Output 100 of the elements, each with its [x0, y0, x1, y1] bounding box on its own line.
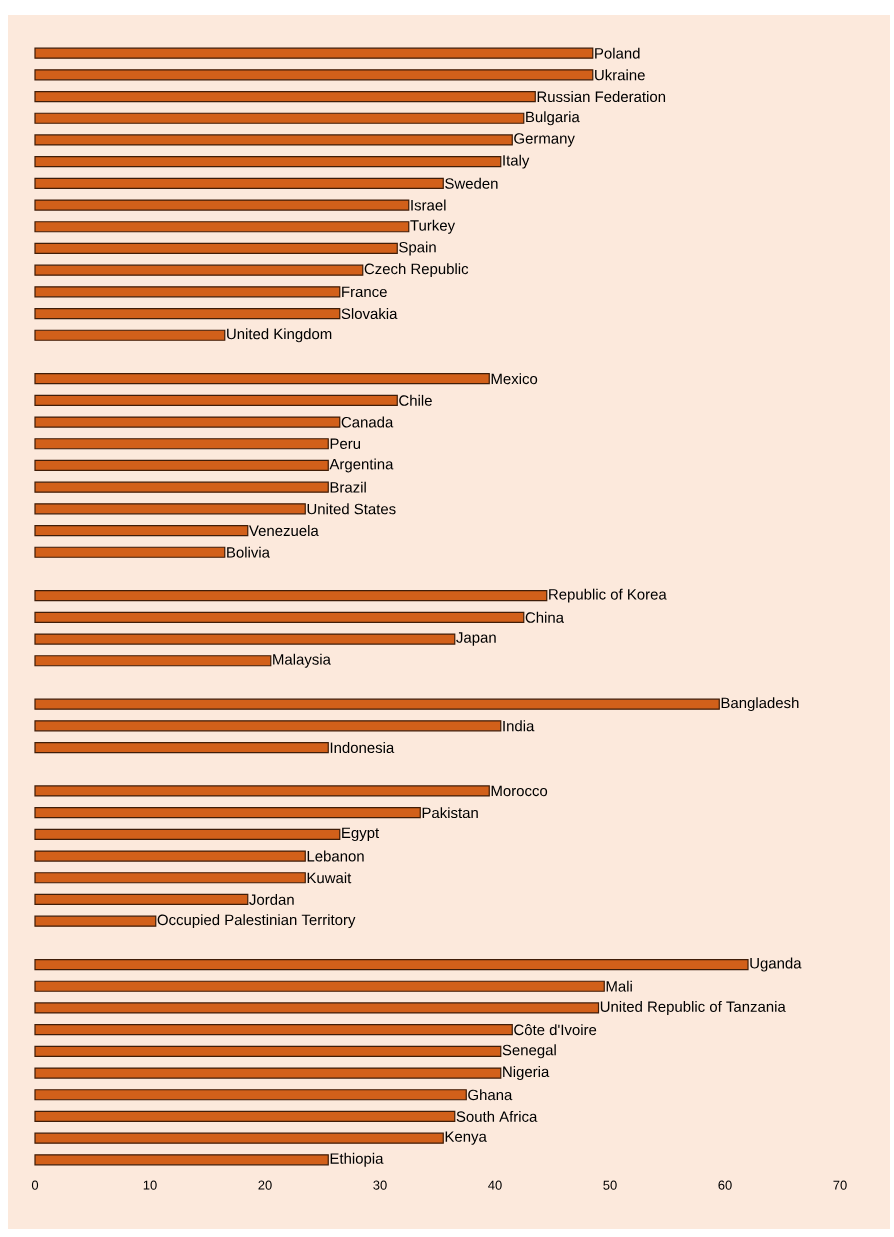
bar [34, 438, 329, 450]
y-tick-label: Brazil [330, 481, 366, 493]
y-tick-label: Japan [456, 632, 496, 646]
y-tick-label: Indonesia [330, 742, 395, 754]
bar [34, 1110, 456, 1123]
bar [34, 112, 525, 124]
bar [34, 741, 329, 754]
bar [34, 633, 456, 645]
bar [34, 47, 594, 59]
y-tick-label: Uganda [750, 957, 802, 972]
bar [34, 958, 749, 971]
y-tick-label: Ghana [468, 1089, 513, 1101]
y-tick-label: Bolivia [227, 546, 270, 558]
y-tick-label: Côte d'Ivoire [514, 1024, 597, 1036]
bar [34, 720, 502, 732]
y-tick-label: Malaysia [273, 653, 331, 668]
bar [34, 416, 341, 428]
bar [34, 1089, 467, 1101]
bar [34, 329, 226, 341]
y-tick-label: Nigeria [503, 1066, 550, 1080]
bar [34, 698, 720, 710]
y-tick-label: Lebanon [307, 850, 364, 862]
bar [34, 177, 444, 189]
bar [34, 90, 536, 103]
y-tick-label: Senegal [502, 1044, 556, 1059]
bar [34, 785, 490, 797]
y-tick-label: Kuwait [307, 872, 352, 884]
bar [34, 459, 329, 472]
y-tick-label: Germany [514, 133, 575, 147]
bar [34, 590, 548, 602]
bar [34, 286, 341, 298]
y-tick-label: Occupied Palestinian Territory [157, 914, 356, 929]
bar [34, 221, 410, 233]
y-tick-label: Bangladesh [721, 697, 799, 712]
y-tick-label: Canada [341, 416, 394, 428]
y-tick-label: Chile [399, 394, 432, 406]
x-tick-label: 70 [833, 1180, 847, 1190]
bar [34, 1067, 502, 1079]
y-tick-label: Mexico [491, 373, 538, 385]
y-tick-label: South Africa [456, 1110, 538, 1122]
bar [34, 156, 502, 168]
y-tick-label: United States [307, 503, 396, 515]
y-tick-label: Spain [399, 241, 436, 256]
x-tick-label: 10 [143, 1180, 157, 1190]
bar [34, 546, 226, 558]
y-tick-label: Peru [330, 438, 361, 449]
bar [34, 134, 513, 146]
y-tick-label: Israel [411, 199, 446, 211]
bar [34, 503, 306, 515]
y-tick-label: Poland [595, 47, 640, 59]
bar [34, 373, 490, 385]
y-tick-label: Republic of Korea [549, 588, 667, 603]
y-tick-label: Pakistan [422, 807, 478, 819]
x-tick-label: 20 [258, 1180, 272, 1190]
y-tick-label: India [503, 720, 535, 732]
bar [34, 850, 306, 862]
x-tick-label: 50 [603, 1180, 617, 1190]
y-tick-label: Venezuela [249, 525, 319, 537]
y-tick-label: China [525, 611, 564, 623]
y-tick-label: Czech Republic [364, 263, 469, 278]
y-tick-label: Ethiopia [330, 1152, 384, 1167]
bar [34, 524, 249, 537]
x-tick-label: 60 [718, 1180, 732, 1190]
y-tick-label: Bulgaria [526, 111, 580, 126]
bar [34, 264, 364, 276]
bar [34, 1132, 444, 1144]
bar [34, 893, 249, 906]
y-tick-label: Morocco [491, 785, 548, 797]
x-tick-label: 0 [31, 1180, 39, 1190]
bar [34, 1024, 513, 1036]
y-tick-label: Slovakia [341, 308, 398, 320]
x-tick-label: 40 [488, 1180, 502, 1190]
bar [34, 1045, 502, 1057]
bar [34, 242, 398, 255]
bar [34, 611, 525, 623]
bar [34, 980, 605, 992]
x-tick-label: 30 [373, 1180, 387, 1190]
bar [34, 307, 341, 320]
bar [34, 1154, 329, 1166]
bar [34, 69, 594, 81]
y-tick-label: Ukraine [595, 69, 645, 81]
y-tick-label: Russian Federation [537, 91, 666, 103]
y-tick-label: France [342, 286, 387, 298]
bar [34, 481, 329, 493]
bar [34, 872, 306, 884]
bar [34, 199, 410, 211]
bar [34, 828, 341, 840]
y-tick-label: United Republic of Tanzania [600, 1000, 786, 1015]
bar [34, 394, 398, 406]
bar [34, 655, 272, 667]
y-tick-label: Argentina [329, 458, 394, 473]
y-tick-label: Kenya [445, 1131, 487, 1145]
y-tick-label: Turkey [410, 219, 456, 234]
bar [34, 915, 157, 927]
bar [34, 1002, 600, 1014]
bar [34, 807, 421, 819]
y-tick-label: Jordan [249, 893, 294, 905]
y-tick-label: Sweden [445, 177, 498, 189]
y-tick-label: United Kingdom [227, 328, 332, 343]
y-tick-label: Mali [606, 980, 632, 992]
